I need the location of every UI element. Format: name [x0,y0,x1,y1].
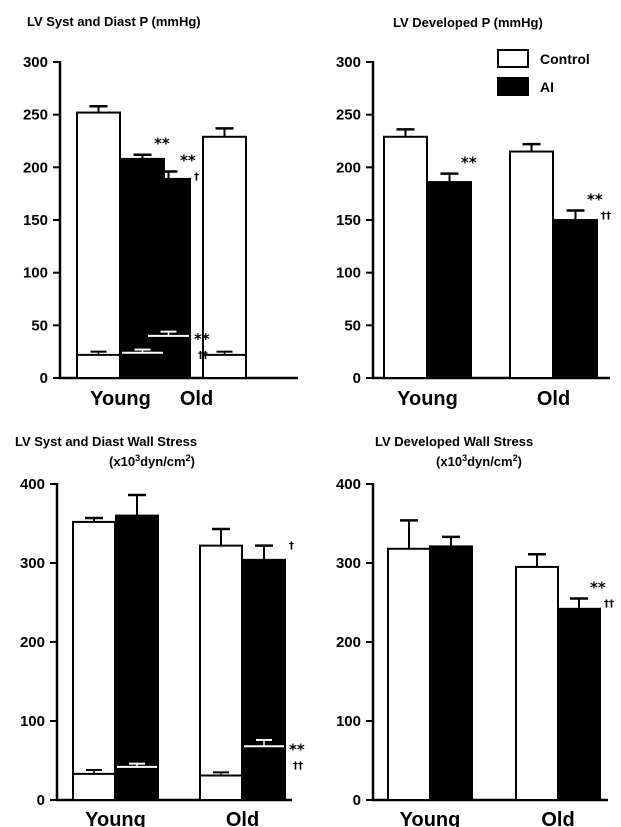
panel-2-ytick-label: 50 [344,317,361,334]
panel-4-bar-control [387,547,431,802]
panel-2-significance-marker: ** [587,191,603,209]
panel-2-ytick-label: 100 [336,265,361,282]
panel-2-bar-ai [553,219,598,379]
panel-4-bar-ai [429,545,473,801]
panel-1-ytick-label: 150 [23,212,48,229]
panel-4-category-label: Old [541,809,574,827]
panel-2-bar-ai [427,181,472,379]
panel-1-category-label: Young [90,388,151,410]
panel-3-ytick-label: 200 [20,634,45,651]
panel-1-ytick-label: 300 [23,54,48,71]
panel-3-subtitle: (x103dyn/cm2) [109,453,195,469]
panel-3-significance-dagger: †† [293,760,303,771]
panel-2-significance-marker: ** [461,154,477,172]
panel-1-significance-marker: ** [194,330,210,348]
panel-2-title: LV Developed P (mmHg) [393,15,543,30]
panel-3-bar-ai [115,514,159,801]
panel-3-significance-dagger: † [289,541,294,552]
panel-2-category-label: Young [397,388,458,410]
panel-1-significance-marker: ** [180,152,196,170]
panel-4-bar-control [515,565,559,802]
panel-2-ytick-label: 300 [336,54,361,71]
panel-3-ytick-label: 400 [20,476,45,493]
panel-4-ytick-label: 200 [336,634,361,651]
panel-4-subtitle: (x103dyn/cm2) [436,453,522,469]
panel-3-bar-control [72,520,116,801]
panel-1-ytick-label: 200 [23,159,48,176]
panel-2-bar-control [383,135,428,379]
panel-4-significance-marker: ** [590,579,606,597]
panel-2-ytick-label: 150 [336,212,361,229]
panel-1-ytick-label: 0 [40,370,48,387]
panel-1-ytick-label: 250 [23,107,48,124]
panel-2-significance-dagger: †† [601,211,611,222]
panel-1-bar-control [76,111,121,379]
panel-1-ytick-label: 50 [31,317,48,334]
panel-1-category-label: Old [180,388,213,410]
panel-4-bar-ai [557,607,601,801]
panel-1-bar-ai [146,177,191,379]
legend: Control AI [497,49,590,96]
panel-3-ytick-label: 100 [20,713,45,730]
panel-2-category-label: Old [537,388,570,410]
panel-2-ytick-label: 200 [336,159,361,176]
panel-3-ytick-label: 300 [20,555,45,572]
panel-1-title: LV Syst and Diast P (mmHg) [27,14,201,29]
panel-1-ytick-label: 100 [23,265,48,282]
panel-4-ytick-label: 300 [336,555,361,572]
panel-3-bar-control [199,544,243,801]
panel-1-significance-marker: ** [154,135,170,153]
panel-3-significance-marker: ** [289,740,305,758]
panel-4-ytick-label: 0 [353,792,361,809]
panel-1-significance-dagger: †† [198,350,208,361]
panel-1-significance-dagger: † [194,172,199,183]
panel-4-category-label: Young [400,809,461,827]
panel-4-title: LV Developed Wall Stress [375,434,533,449]
legend-control-label: Control [540,51,590,67]
panel-4-ytick-label: 400 [336,476,361,493]
legend-ai-label: AI [540,79,554,95]
panel-3-title: LV Syst and Diast Wall Stress [15,434,197,449]
panel-2-bar-control [509,150,554,379]
legend-control-swatch [497,49,529,68]
panel-2-ytick-label: 250 [336,107,361,124]
panel-1-bar-control [202,135,247,379]
panel-4-ytick-label: 100 [336,713,361,730]
panel-3-bar-ai [242,558,286,802]
legend-ai-swatch [497,77,529,96]
panel-3-ytick-label: 0 [37,792,45,809]
panel-3-category-label: Young [85,809,146,827]
panel-2-ytick-label: 0 [353,370,361,387]
panel-4-significance-dagger: †† [604,599,614,610]
panel-3-category-label: Old [226,809,259,827]
